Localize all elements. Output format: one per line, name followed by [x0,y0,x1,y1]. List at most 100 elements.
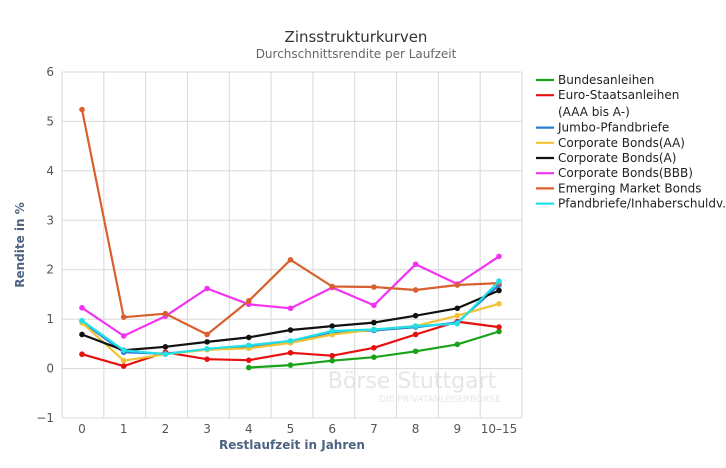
x-axis-title: Restlaufzeit in Jahren [219,438,365,452]
series-8-point [79,317,85,324]
series-4-point [120,357,127,364]
legend-item: Euro-Staatsanleihen (AAA bis A-) [536,88,679,119]
y-tick-label: 1 [46,312,54,326]
series-5-point [204,339,210,345]
series-6-point [412,261,419,268]
legend-label: Corporate Bonds(BBB) [558,166,693,180]
y-tick-label: 6 [46,65,54,79]
legend-item: Bundesanleihen [536,73,654,87]
series-1-point [329,357,336,364]
series-2-point [246,357,252,363]
series-2-point [120,363,127,369]
legend-item: Jumbo-Pfandbriefe [536,121,669,135]
legend-item: Corporate Bonds(A) [536,151,676,165]
series-5-point [246,334,252,341]
watermark-tagline: DIE PRIVATANLEGERBÖRSE [379,394,501,405]
series-6-point [496,253,502,260]
series-6-point [79,304,85,311]
x-tick-label: 8 [412,422,420,436]
chart-subtitle: Durchschnittsrendite per Laufzeit [256,47,457,61]
series-5-point [79,331,85,338]
series-7-point [454,282,461,288]
series-7-point [287,257,294,263]
series-7-point [162,310,169,317]
axes: −1 0 1 2 3 4 5 6 0 1 2 3 4 5 6 7 8 9 10–15 [36,65,517,436]
series-5-point [287,327,294,333]
x-tick-label: 10–15 [481,422,518,436]
x-tick-label: 5 [287,422,295,436]
series-7-point [79,106,85,113]
series-1-point [412,348,419,355]
series-2-point [412,331,419,338]
series-7-point [329,283,336,290]
series-8-point [371,326,377,333]
series-6-point [371,302,377,309]
legend-label: Euro-Staatsanleihen [558,88,679,102]
series-8-point [162,351,169,358]
y-tick-label: 3 [46,213,54,227]
series-6-point [120,333,127,339]
series-1-point [287,362,294,368]
series-5-point [329,323,336,329]
y-axis-title: Rendite in % [13,202,27,288]
series-5-point [496,287,502,294]
chart-title: Zinsstrukturkurven [285,28,428,46]
series-8-point [454,320,461,327]
series-8-point [204,346,210,352]
series-4-point [454,312,461,319]
legend-label: Corporate Bonds(AA) [558,136,685,150]
series-8-point [412,323,419,329]
series-8 [79,278,502,358]
legend-item: Corporate Bonds(BBB) [536,166,693,180]
series-2-point [496,324,502,330]
x-tick-label: 9 [453,422,461,436]
series-7 [79,106,502,338]
series-lines [79,106,502,371]
series-4-point [496,301,502,307]
legend-item: Pfandbriefe/Inhaberschuldv. [536,197,726,211]
series-5-point [162,344,169,350]
legend-label: Pfandbriefe/Inhaberschuldv. [558,197,726,211]
series-5-point [371,319,377,326]
y-tick-label: 0 [46,362,54,376]
legend-item: Corporate Bonds(AA) [536,136,685,150]
watermark-brand: Börse Stuttgart [328,369,497,394]
series-7-point [246,298,252,304]
series-5-point [454,305,461,312]
y-tick-label: 2 [46,263,54,277]
x-tick-label: 6 [328,422,336,436]
x-tick-label: 7 [370,422,378,436]
series-1-point [246,364,252,371]
series-8-point [287,338,294,344]
series-6-point [204,285,210,292]
legend-label: Jumbo-Pfandbriefe [557,121,669,135]
series-8-point [496,278,502,284]
x-tick-label: 2 [162,422,170,436]
series-2-point [79,351,85,358]
series-1-point [496,328,502,335]
series-8-point [120,347,127,354]
series-2-point [371,345,377,351]
y-tick-label: −1 [36,411,54,425]
legend-item: Emerging Market Bonds [536,181,701,195]
x-tick-label: 0 [78,422,86,436]
legend-label: Corporate Bonds(A) [558,151,676,165]
series-7-point [412,287,419,293]
x-tick-label: 3 [203,422,211,436]
series-1 [246,328,502,371]
series-1-point [371,354,377,361]
series-5-point [412,312,419,319]
y-tick-label: 5 [46,114,54,128]
x-tick-label: 4 [245,422,253,436]
series-7-point [204,331,210,338]
series-7-line [80,108,501,336]
watermark: Börse Stuttgart DIE PRIVATANLEGERBÖRSE [328,369,501,405]
series-8-point [246,342,252,349]
legend-label: Bundesanleihen [558,73,654,87]
x-tick-label: 1 [120,422,128,436]
series-7-point [120,314,127,320]
series-1-point [454,341,461,348]
series-8-point [329,328,336,334]
